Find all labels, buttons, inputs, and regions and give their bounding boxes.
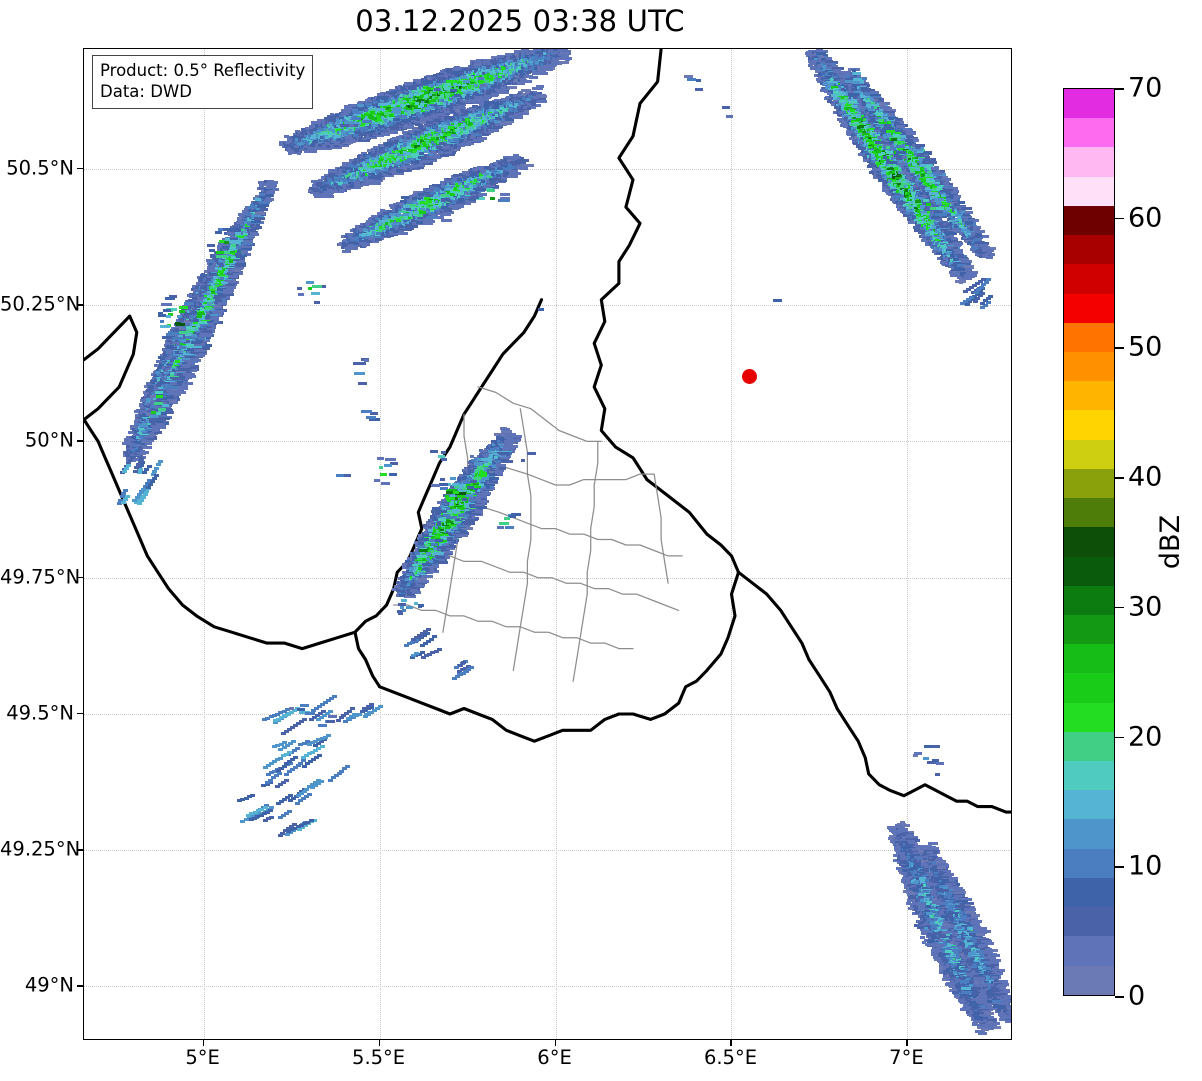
colorbar-tick-label: 50 [1128,331,1163,363]
colorbar-band [1064,439,1114,469]
radar-reflectivity-layer [84,49,1011,1039]
colorbar-band [1064,118,1114,148]
data-source-line: Data: DWD [100,82,192,102]
product-line: Product: 0.5° Reflectivity [100,61,306,80]
colorbar-band [1064,556,1114,586]
colorbar-tick-label: 10 [1128,850,1163,882]
colorbar-band [1064,264,1114,294]
colorbar-band [1064,761,1114,791]
colorbar-tick-mark [1115,88,1124,90]
y-axis-tick-label: 49.75°N [0,565,81,589]
colorbar-band [1064,614,1114,645]
colorbar-tick-label: 20 [1128,721,1163,753]
y-axis-tick-label: 49.5°N [6,701,74,725]
x-axis-tick-label: 7°E [889,1046,924,1069]
x-axis-tick-label: 6°E [537,1046,572,1069]
y-axis-tick-mark [77,849,83,851]
colorbar-band [1064,176,1114,206]
radar-site-marker[interactable] [741,368,757,384]
colorbar-band [1064,848,1114,878]
y-axis-tick-mark [77,576,83,579]
y-axis-tick-label: 50°N [24,428,74,452]
colorbar-tick-mark [1115,217,1124,220]
colorbar-tick-label: 40 [1128,461,1163,493]
colorbar-tick-label: 0 [1128,980,1146,1012]
colorbar-band [1064,702,1114,732]
y-axis-tick-label: 50.25°N [0,292,81,316]
colorbar-band [1064,205,1114,236]
x-axis-tick-label: 5°E [185,1046,220,1069]
x-axis-tick-label: 5.5°E [352,1046,406,1069]
y-axis-tick-mark [77,304,83,306]
colorbar-tick-mark [1115,996,1124,998]
colorbar-band [1064,731,1114,762]
colorbar-band [1064,147,1114,177]
y-axis-tick-mark [77,712,83,715]
x-axis-tick-mark [378,1040,380,1046]
colorbar-tick-mark [1115,477,1124,479]
colorbar-tick-label: 60 [1128,202,1163,234]
radar-map-plot[interactable]: Product: 0.5° Reflectivity Data: DWD [83,48,1012,1040]
colorbar-band [1064,293,1114,323]
y-axis-tick-label: 49°N [24,973,74,997]
colorbar-tick-label: 70 [1128,72,1163,104]
x-axis-tick-mark [202,1040,205,1046]
y-axis-tick-mark [77,440,83,442]
colorbar-tick-mark [1115,606,1124,609]
colorbar-tick-mark [1115,866,1124,868]
colorbar-band [1064,235,1114,265]
colorbar[interactable] [1063,88,1115,996]
y-axis-tick-mark [77,167,83,170]
colorbar-band [1064,673,1114,703]
colorbar-band [1064,351,1114,382]
colorbar-band [1064,965,1114,995]
y-axis-tick-label: 50.5°N [6,156,74,180]
colorbar-band [1064,819,1114,849]
y-axis-tick-mark [77,985,83,987]
colorbar-band [1064,468,1114,499]
plot-clip-area [84,49,1011,1039]
colorbar-tick-mark [1115,736,1124,739]
product-info-box: Product: 0.5° Reflectivity Data: DWD [92,55,314,109]
colorbar-band [1064,585,1114,615]
x-axis-tick-label: 6.5°E [703,1046,758,1069]
colorbar-band [1064,790,1114,820]
colorbar-band [1064,498,1114,528]
x-axis-tick-mark [906,1040,908,1046]
colorbar-band [1064,410,1114,440]
page-title: 03.12.2025 03:38 UTC [355,4,685,38]
x-axis-tick-mark [730,1040,732,1046]
colorbar-band [1064,322,1114,352]
colorbar-band [1064,907,1114,937]
colorbar-band [1064,936,1114,966]
colorbar-band [1064,381,1114,411]
colorbar-tick-mark [1115,347,1124,350]
colorbar-band [1064,527,1114,557]
colorbar-band [1064,89,1114,119]
x-axis-tick-mark [554,1040,556,1046]
colorbar-tick-label: 30 [1128,591,1163,623]
colorbar-title: dBZ [1155,514,1186,570]
colorbar-band [1064,877,1114,908]
colorbar-gradient [1063,88,1115,996]
y-axis-tick-label: 49.25°N [0,837,81,861]
colorbar-band [1064,644,1114,674]
